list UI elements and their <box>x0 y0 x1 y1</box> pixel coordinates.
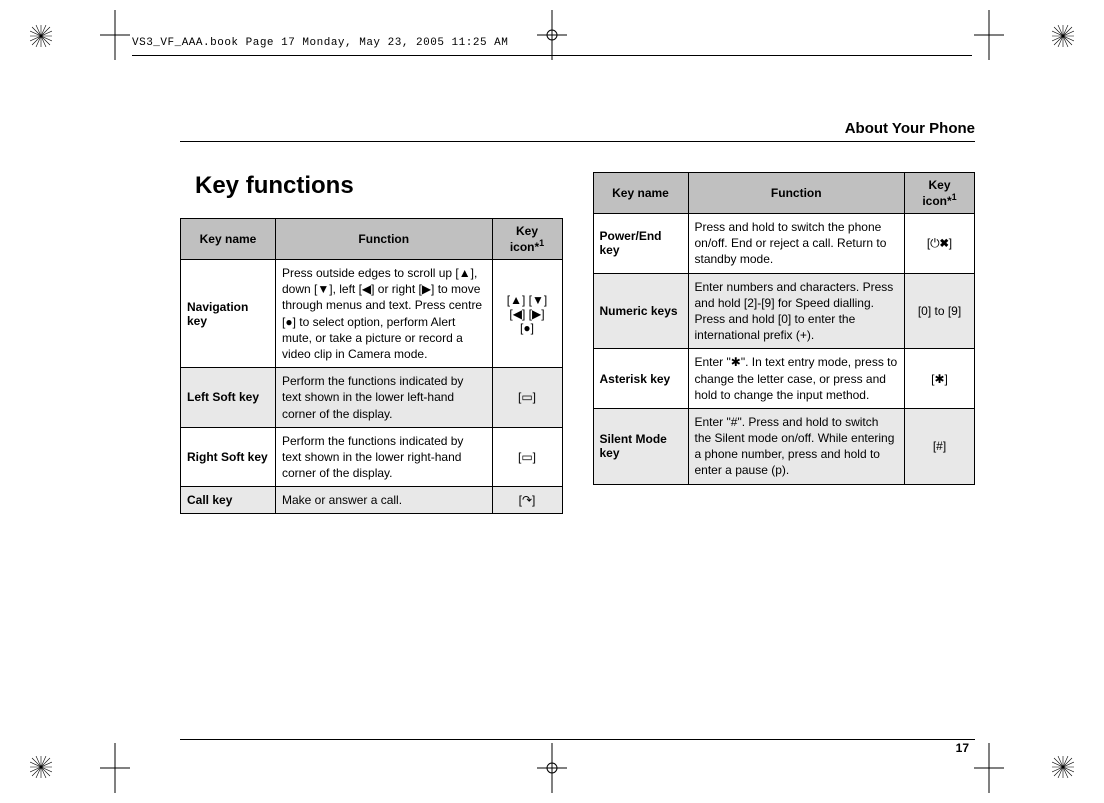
key-icon-cell: [▭] <box>492 368 562 428</box>
key-icon-cell: [✱] <box>905 349 975 409</box>
page-number: 17 <box>956 741 969 755</box>
crop-star-bl <box>30 756 52 778</box>
table-row: Navigation key Press outside edges to sc… <box>181 260 563 368</box>
key-function-cell: Perform the functions indicated by text … <box>276 427 493 487</box>
key-name-cell: Call key <box>181 487 276 514</box>
key-function-cell: Enter numbers and characters. Press and … <box>688 273 905 349</box>
key-name-cell: Right Soft key <box>181 427 276 487</box>
key-name-cell: Left Soft key <box>181 368 276 428</box>
table-row: Silent Mode key Enter "#". Press and hol… <box>593 408 975 484</box>
crop-cross-bottom-right <box>974 743 1004 793</box>
key-function-cell: Enter "#". Press and hold to switch the … <box>688 408 905 484</box>
key-name-cell: Silent Mode key <box>593 408 688 484</box>
table-row: Numeric keys Enter numbers and character… <box>593 273 975 349</box>
key-functions-table-right: Key name Function Key icon*1 Power/End k… <box>593 172 976 485</box>
table-row: Call key Make or answer a call. [↷] <box>181 487 563 514</box>
key-name-cell: Asterisk key <box>593 349 688 409</box>
crop-star-br <box>1052 756 1074 778</box>
crop-star-tr <box>1052 25 1074 47</box>
key-functions-table-left: Key name Function Key icon*1 Navigation … <box>180 218 563 514</box>
key-function-cell: Make or answer a call. <box>276 487 493 514</box>
crop-cross-bottom-left <box>100 743 130 793</box>
footnote-marker: 1 <box>539 238 544 248</box>
crop-cross-top-center <box>537 10 567 60</box>
key-name-cell: Navigation key <box>181 260 276 368</box>
key-icon-cell: [#] <box>905 408 975 484</box>
page-content: About Your Phone Key functions Key name … <box>180 120 975 514</box>
key-function-cell: Perform the functions indicated by text … <box>276 368 493 428</box>
header-rule <box>132 55 972 56</box>
table-row: Asterisk key Enter "✱". In text entry mo… <box>593 349 975 409</box>
right-column: Key name Function Key icon*1 Power/End k… <box>593 172 976 514</box>
key-function-cell: Press outside edges to scroll up [▲], do… <box>276 260 493 368</box>
main-heading: Key functions <box>195 172 563 200</box>
th-key-name: Key name <box>593 173 688 214</box>
key-icon-cell: [▭] <box>492 427 562 487</box>
file-info-header: VS3_VF_AAA.book Page 17 Monday, May 23, … <box>132 37 508 49</box>
th-function: Function <box>688 173 905 214</box>
key-icon-cell: [↷] <box>492 487 562 514</box>
table-row: Power/End key Press and hold to switch t… <box>593 214 975 274</box>
th-key-icon-label: Key icon* <box>922 178 951 208</box>
key-function-cell: Press and hold to switch the phone on/of… <box>688 214 905 274</box>
th-key-icon: Key icon*1 <box>492 219 562 260</box>
section-title: About Your Phone <box>180 120 975 142</box>
th-key-icon: Key icon*1 <box>905 173 975 214</box>
table-row: Left Soft key Perform the functions indi… <box>181 368 563 428</box>
footnote-marker: 1 <box>952 192 957 202</box>
crop-cross-top-right <box>974 10 1004 60</box>
th-key-name: Key name <box>181 219 276 260</box>
th-key-icon-label: Key icon* <box>510 224 539 254</box>
key-icon-cell: [0] to [9] <box>905 273 975 349</box>
columns: Key functions Key name Function Key icon… <box>180 172 975 514</box>
footer-rule <box>180 739 975 740</box>
crop-star-tl <box>30 25 52 47</box>
key-icon-cell: [▲] [▼] [◀] [▶] [●] <box>492 260 562 368</box>
left-column: Key functions Key name Function Key icon… <box>180 172 563 514</box>
crop-cross-top-left <box>100 10 130 60</box>
key-name-cell: Power/End key <box>593 214 688 274</box>
key-function-cell: Enter "✱". In text entry mode, press to … <box>688 349 905 409</box>
key-icon-cell: [⏻✖] <box>905 214 975 274</box>
th-function: Function <box>276 219 493 260</box>
table-row: Right Soft key Perform the functions ind… <box>181 427 563 487</box>
key-name-cell: Numeric keys <box>593 273 688 349</box>
crop-cross-bottom-center <box>537 743 567 793</box>
